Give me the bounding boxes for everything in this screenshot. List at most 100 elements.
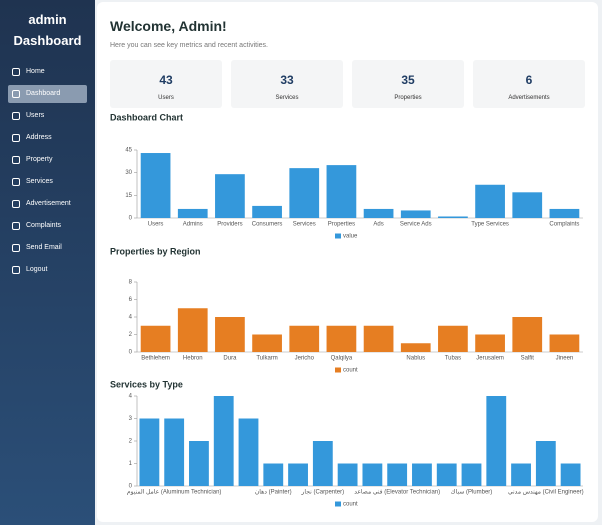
x-tick-label: Tulkarm xyxy=(256,356,277,362)
bar xyxy=(549,334,580,352)
menu-item[interactable]: Users xyxy=(8,107,87,125)
sidebar: admin Dashboard Home Dashboard Users Addres… xyxy=(0,0,95,525)
x-tick-label: Nablus xyxy=(406,356,425,362)
menu-item[interactable]: Property xyxy=(8,151,87,169)
bar xyxy=(400,343,431,352)
bar xyxy=(289,325,320,352)
y-tick-label: 15 xyxy=(125,193,132,199)
bar xyxy=(486,396,507,486)
y-tick-label: 6 xyxy=(129,297,133,303)
bar xyxy=(475,184,505,218)
bar xyxy=(363,208,394,218)
stat-value: 33 xyxy=(280,73,294,87)
chart-title: Dashboard Chart xyxy=(110,112,183,122)
bar xyxy=(140,325,171,352)
bar xyxy=(215,317,245,352)
menu-item[interactable]: Send Email xyxy=(8,239,87,257)
stat-label: Users xyxy=(158,95,174,101)
stat-value: 35 xyxy=(401,73,415,87)
bar xyxy=(263,463,284,486)
legend-swatch xyxy=(335,367,341,373)
stat-card: 43 Users xyxy=(110,60,222,108)
x-tick-label: Service Ads xyxy=(400,222,432,228)
menu-item[interactable]: Dashboard xyxy=(8,85,87,103)
legend-label: count xyxy=(343,502,358,508)
bar xyxy=(363,325,394,352)
main-panel: Welcome, Admin! Here you can see key met… xyxy=(97,2,598,522)
menu-label: Complaints xyxy=(26,222,62,229)
bar xyxy=(512,192,543,218)
x-tick-label: مهندس مدني (Civil Engineer) xyxy=(508,490,584,496)
menu-label: Send Email xyxy=(26,244,62,251)
x-tick-label: Qalqilya xyxy=(331,356,353,362)
menu-label: Dashboard xyxy=(26,90,61,97)
bar xyxy=(535,441,556,486)
bar xyxy=(549,208,580,218)
x-tick-label: Consumers xyxy=(252,222,283,228)
menu: Home Dashboard Users Address Property Service… xyxy=(0,63,95,279)
stat-card: 35 Properties xyxy=(352,60,464,108)
bar xyxy=(461,463,482,486)
bar xyxy=(560,463,581,486)
sidebar-title: admin Dashboard xyxy=(13,12,82,48)
bar xyxy=(213,396,234,486)
bar xyxy=(387,463,408,486)
menu-item[interactable]: Logout xyxy=(8,261,87,279)
y-tick-label: 2 xyxy=(129,439,133,445)
menu-label: Property xyxy=(26,156,53,163)
stat-label: Properties xyxy=(394,95,422,101)
bar xyxy=(215,174,245,218)
menu-icon xyxy=(12,68,20,76)
menu-label: Services xyxy=(26,178,53,185)
x-tick-label: Services xyxy=(293,222,316,228)
bar xyxy=(412,463,432,486)
bar xyxy=(177,308,208,352)
y-tick-label: 4 xyxy=(129,315,133,321)
bar xyxy=(252,205,282,218)
menu-icon xyxy=(12,266,20,274)
x-tick-label: Admins xyxy=(183,222,203,228)
welcome-subtitle: Here you can see key metrics and recent … xyxy=(110,42,268,49)
bar xyxy=(337,463,358,486)
stat-value: 43 xyxy=(159,73,173,87)
bar xyxy=(312,441,333,486)
menu-icon xyxy=(12,156,20,164)
y-tick-label: 2 xyxy=(129,332,133,338)
x-tick-label: Salfit xyxy=(521,356,535,362)
x-tick-label: Complaints xyxy=(549,222,579,228)
x-tick-label: Jericho xyxy=(295,356,315,362)
menu-icon xyxy=(12,90,20,98)
menu-icon xyxy=(12,178,20,186)
x-tick-label: Dura xyxy=(223,356,237,362)
y-tick-label: 0 xyxy=(129,484,133,490)
legend-label: value xyxy=(343,234,358,240)
bar xyxy=(289,168,320,218)
y-tick-label: 0 xyxy=(129,216,133,222)
menu-item[interactable]: Home xyxy=(8,63,87,81)
stat-value: 6 xyxy=(525,73,533,87)
x-tick-label: Hebron xyxy=(183,356,203,362)
menu-item[interactable]: Complaints xyxy=(8,217,87,235)
x-tick-label: فني مصاعد (Elevator Technician) xyxy=(354,489,440,496)
menu-label: Users xyxy=(26,112,45,119)
bar xyxy=(326,325,357,352)
menu-item[interactable]: Services xyxy=(8,173,87,191)
bar xyxy=(139,418,160,486)
bar xyxy=(288,463,308,486)
menu-item[interactable]: Advertisement xyxy=(8,195,87,213)
x-tick-label: دهان (Painter) xyxy=(255,489,292,496)
legend-swatch xyxy=(335,501,341,507)
stat-label: Services xyxy=(275,95,299,101)
x-tick-label: Properties xyxy=(328,222,355,228)
menu-label: Advertisement xyxy=(26,200,71,207)
menu-icon xyxy=(12,244,20,252)
bar xyxy=(252,334,282,352)
bar xyxy=(475,334,505,352)
chart: Properties by Region 0 2 4 6 8 count Bethlehem H… xyxy=(110,246,583,374)
chart: Dashboard Chart 0 15 30 45 value Users Admins Pr… xyxy=(110,112,583,240)
legend-label: count xyxy=(343,368,358,374)
y-tick-label: 30 xyxy=(125,170,132,176)
chart-title: Properties by Region xyxy=(110,246,201,256)
menu-item[interactable]: Address xyxy=(8,129,87,147)
y-tick-label: 45 xyxy=(125,148,132,154)
